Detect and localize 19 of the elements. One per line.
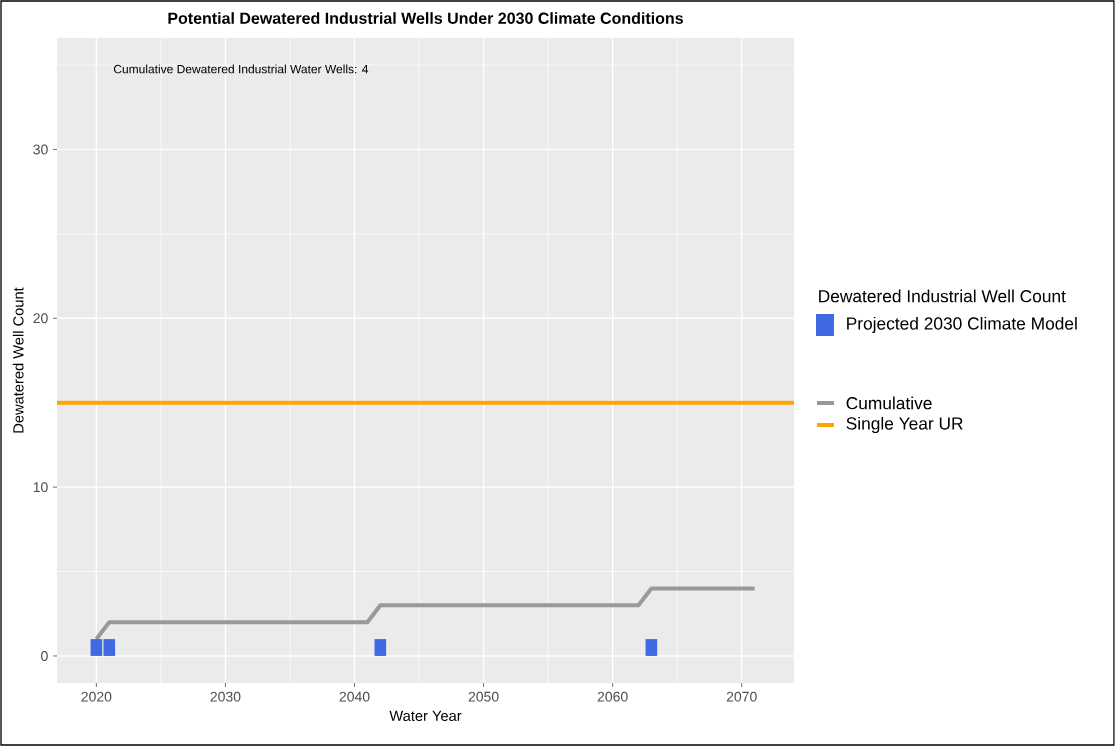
- legend-label: Projected 2030 Climate Model: [847, 316, 1077, 334]
- x-tick-label: 2060: [597, 691, 628, 702]
- x-tick-label: 2040: [339, 691, 370, 702]
- y-tick-label: 30: [33, 144, 48, 155]
- legend-label: Cumulative: [846, 396, 932, 410]
- chart-title: Potential Dewatered Industrial Wells Under 2030 Climate Conditions: [168, 12, 683, 24]
- y-tick-label: 20: [33, 313, 48, 324]
- x-axis-title: Water Year: [389, 710, 462, 721]
- x-tick-label: 2070: [726, 691, 757, 702]
- legend-title: Dewatered Industrial Well Count: [819, 289, 1066, 303]
- y-tick-label: 10: [33, 482, 48, 493]
- y-tick-label: 0: [41, 651, 48, 661]
- annotation: Cumulative Dewatered Industrial Water Wells: 4: [113, 64, 369, 74]
- line-series: [94, 586, 757, 642]
- x-tick-label: 2030: [210, 691, 241, 702]
- x-tick-label: 2050: [468, 691, 499, 702]
- y-axis-title: Dewatered Well Count: [12, 287, 24, 433]
- x-tick-label: 2020: [81, 691, 112, 702]
- legend-label: Single Year UR: [846, 416, 963, 434]
